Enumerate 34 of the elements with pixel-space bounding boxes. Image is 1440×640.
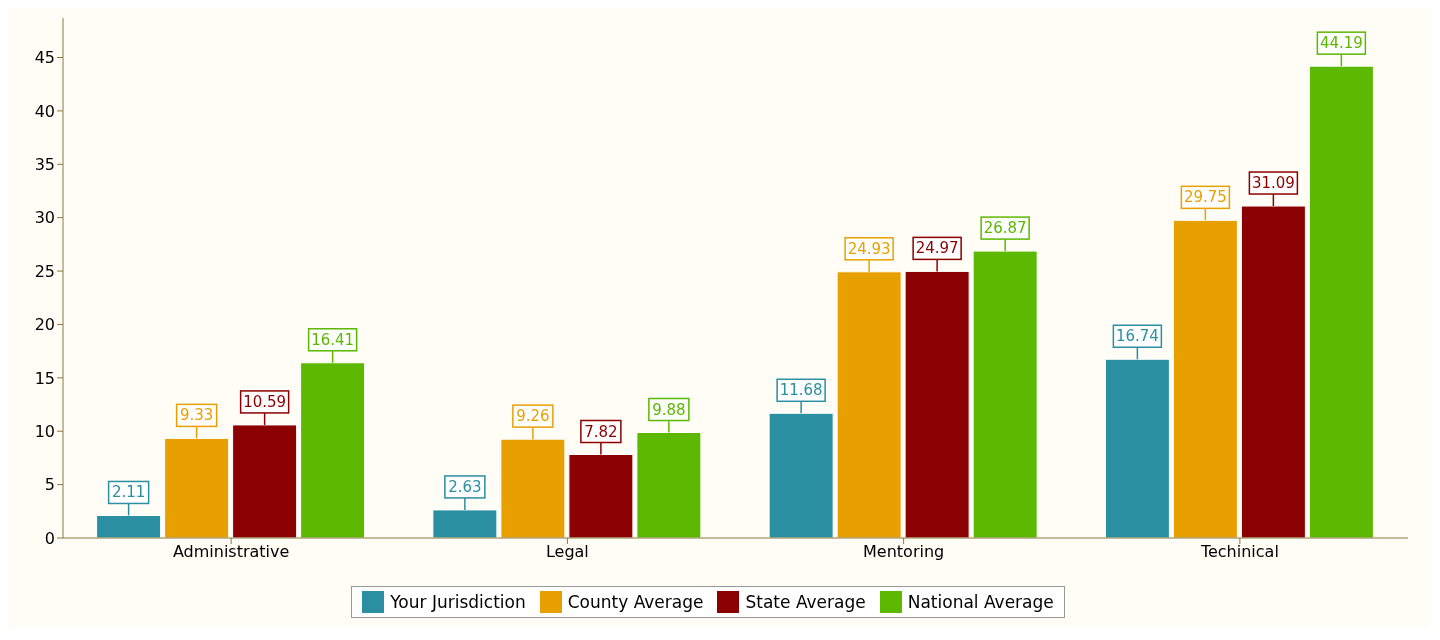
data-label: 24.93: [847, 239, 891, 258]
x-tick-label: Mentoring: [863, 542, 945, 562]
data-label: 16.74: [1115, 327, 1159, 346]
data-label: 16.41: [311, 330, 355, 349]
y-tick-label: 25: [34, 261, 55, 281]
legend-label: State Average: [744, 591, 866, 613]
y-tick-label: 20: [34, 315, 55, 335]
y-tick-label: 40: [34, 101, 55, 121]
y-tick-label: 45: [34, 48, 55, 68]
legend-label: County Average: [566, 591, 704, 613]
legend-label: Your Jurisdiction: [389, 591, 526, 613]
data-label: 10.59: [243, 392, 287, 411]
y-tick-label: 10: [34, 421, 55, 441]
y-tick-label: 15: [34, 368, 55, 388]
data-label: 31.09: [1251, 174, 1295, 193]
x-tick-label: Techinical: [1199, 542, 1279, 562]
data-label: 2.11: [111, 483, 146, 502]
y-tick-label: 5: [44, 475, 55, 495]
data-label: 2.63: [448, 477, 482, 496]
x-tick-label: Administrative: [172, 542, 290, 562]
data-label: 11.68: [779, 381, 823, 400]
legend-label: National Average: [906, 591, 1054, 613]
y-tick-label: 0: [44, 528, 55, 548]
x-tick-label: Legal: [545, 542, 589, 562]
data-label: 44.19: [1319, 34, 1363, 53]
data-label: 7.82: [584, 422, 618, 441]
data-label: 26.87: [983, 219, 1027, 238]
y-tick-label: 30: [34, 208, 55, 228]
y-tick-label: 35: [34, 154, 55, 174]
data-label: 9.33: [179, 406, 214, 425]
data-label: 24.97: [915, 239, 959, 258]
data-label: 9.26: [516, 407, 550, 426]
data-label: 9.88: [652, 400, 686, 419]
data-label: 29.75: [1183, 188, 1227, 207]
